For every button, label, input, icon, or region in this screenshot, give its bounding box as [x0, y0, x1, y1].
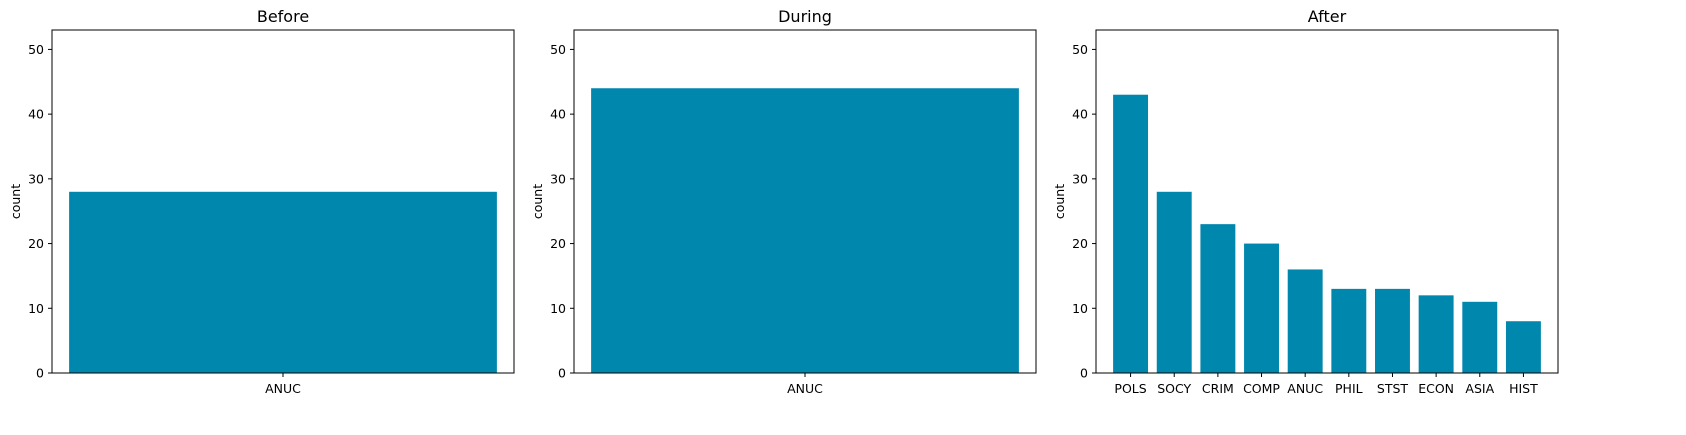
bar-asia [1462, 301, 1498, 373]
x-tick-label: COMP [1243, 381, 1280, 396]
x-tick-label: ANUC [265, 381, 301, 396]
bar-comp [1244, 243, 1279, 373]
bar-phil [1331, 288, 1367, 373]
chart-panel-before: 0 10 20 30 40 50 ANUC Before count [8, 7, 515, 396]
y-tick-label: 10 [550, 301, 566, 316]
x-tick-label: PHIL [1335, 381, 1363, 396]
y-axis-label: count [8, 184, 23, 219]
y-axis-label: count [530, 184, 545, 219]
bar-socy [1156, 191, 1192, 373]
x-tick-label: ANUC [1287, 381, 1323, 396]
y-tick-label: 20 [550, 236, 566, 251]
bar-stst [1375, 288, 1410, 373]
chart-panel-after: 0 10 20 30 40 50 POLS SOCY CRIM COMP ANUC PHIL STST E… [1052, 7, 1559, 396]
y-tick-label: 10 [28, 301, 44, 316]
chart-panel-during: 0 10 20 30 40 50 ANUC During count [530, 7, 1037, 396]
bar-anuc [591, 88, 1019, 373]
bar-anuc [1287, 269, 1323, 373]
x-tick-label: HIST [1509, 381, 1538, 396]
x-tick-label: ECON [1418, 381, 1454, 396]
x-tick-label: STST [1377, 381, 1409, 396]
y-tick-label: 50 [28, 42, 44, 57]
x-tick-label: SOCY [1157, 381, 1191, 396]
bar-econ [1418, 295, 1454, 373]
y-tick-label: 30 [28, 171, 44, 186]
y-tick-label: 40 [1072, 107, 1088, 122]
y-tick-label: 20 [28, 236, 44, 251]
y-tick-label: 40 [28, 107, 44, 122]
y-tick-label: 0 [558, 366, 566, 381]
x-tick-label: ANUC [787, 381, 823, 396]
bar-crim [1200, 224, 1236, 373]
y-tick-label: 20 [1072, 236, 1088, 251]
bar-anuc [69, 191, 497, 373]
y-tick-label: 30 [1072, 171, 1088, 186]
x-tick-label: ASIA [1465, 381, 1494, 396]
bar-hist [1505, 321, 1541, 373]
x-tick-label: CRIM [1202, 381, 1234, 396]
y-tick-label: 30 [550, 171, 566, 186]
bar-pols [1113, 94, 1149, 373]
y-tick-label: 50 [550, 42, 566, 57]
chart-title: After [1308, 7, 1347, 26]
y-tick-label: 50 [1072, 42, 1088, 57]
y-tick-label: 0 [36, 366, 44, 381]
y-axis-label: count [1052, 184, 1067, 219]
y-tick-label: 40 [550, 107, 566, 122]
y-tick-label: 0 [1080, 366, 1088, 381]
y-tick-label: 10 [1072, 301, 1088, 316]
chart-title: During [778, 7, 832, 26]
x-tick-label: POLS [1114, 381, 1146, 396]
axes-frame [1095, 29, 1559, 374]
chart-title: Before [257, 7, 309, 26]
